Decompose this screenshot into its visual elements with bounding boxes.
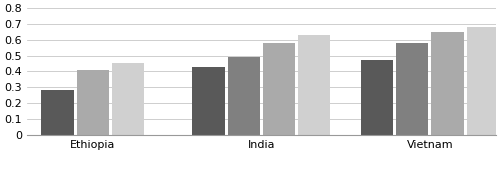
Bar bbox=[112, 64, 144, 135]
Bar bbox=[396, 43, 428, 135]
Bar bbox=[466, 27, 499, 135]
Bar bbox=[298, 35, 330, 135]
Bar bbox=[192, 67, 224, 135]
Bar bbox=[228, 57, 260, 135]
Bar bbox=[432, 32, 464, 135]
Bar bbox=[76, 70, 109, 135]
Bar bbox=[42, 90, 74, 135]
Bar bbox=[361, 60, 393, 135]
Bar bbox=[263, 43, 295, 135]
